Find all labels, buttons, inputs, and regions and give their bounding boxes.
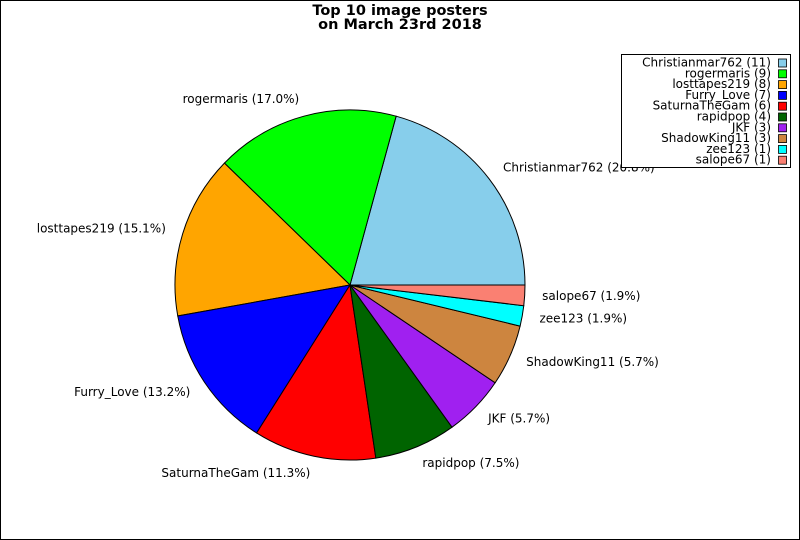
slice-label: rapidpop (7.5%) bbox=[422, 456, 519, 470]
legend-label: JKF (3) bbox=[731, 120, 771, 134]
legend-label: SaturnaTheGam (6) bbox=[653, 99, 771, 113]
legend-swatch bbox=[778, 144, 787, 154]
legend-box bbox=[621, 54, 791, 168]
slice-label: SaturnaTheGam (11.3%) bbox=[161, 466, 310, 480]
pie-slice bbox=[349, 284, 526, 307]
legend-swatch bbox=[778, 101, 787, 111]
pie-slice bbox=[223, 109, 397, 286]
legend-label: ShadowKing11 (3) bbox=[661, 131, 771, 145]
legend: Christianmar762 (11)rogermaris (9)lostta… bbox=[621, 54, 791, 168]
slice-label: losttapes219 (15.1%) bbox=[37, 221, 166, 235]
legend-label: rapidpop (4) bbox=[697, 110, 771, 124]
legend-label: zee123 (1) bbox=[706, 142, 771, 156]
slice-label: Christianmar762 (20.8%) bbox=[503, 161, 655, 175]
legend-swatch bbox=[778, 80, 787, 89]
slice-label: rogermaris (17.0%) bbox=[183, 92, 300, 106]
slice-label: salope67 (1.9%) bbox=[542, 289, 640, 303]
legend-swatch bbox=[778, 69, 787, 79]
legend-swatch bbox=[778, 155, 787, 165]
legend-label: Furry_Love (7) bbox=[685, 88, 771, 102]
slice-label: zee123 (1.9%) bbox=[539, 312, 627, 326]
chart-title: on March 23rd 2018 bbox=[318, 17, 482, 33]
slice-label: JKF (5.7%) bbox=[487, 412, 550, 426]
slice-label: Furry_Love (13.2%) bbox=[74, 385, 190, 399]
pie-slice bbox=[174, 162, 352, 317]
legend-swatch bbox=[778, 123, 787, 133]
legend-swatch bbox=[778, 58, 787, 68]
legend-label: losttapes219 (8) bbox=[672, 77, 771, 91]
legend-swatch bbox=[778, 91, 787, 100]
pie-slice bbox=[349, 115, 526, 286]
pie-slice bbox=[255, 283, 377, 461]
legend-label: rogermaris (9) bbox=[685, 66, 771, 80]
legend-label: Christianmar762 (11) bbox=[642, 56, 771, 70]
legend-swatch bbox=[778, 112, 787, 122]
legend-label: salope67 (1) bbox=[696, 153, 771, 167]
legend-swatch bbox=[778, 134, 787, 144]
slice-label: ShadowKing11 (5.7%) bbox=[526, 355, 659, 369]
pie: Christianmar762 (20.8%) rogermaris (17.0%… bbox=[37, 92, 659, 480]
chart-title: Top 10 image posters bbox=[312, 3, 487, 19]
pie-slice bbox=[177, 284, 352, 434]
